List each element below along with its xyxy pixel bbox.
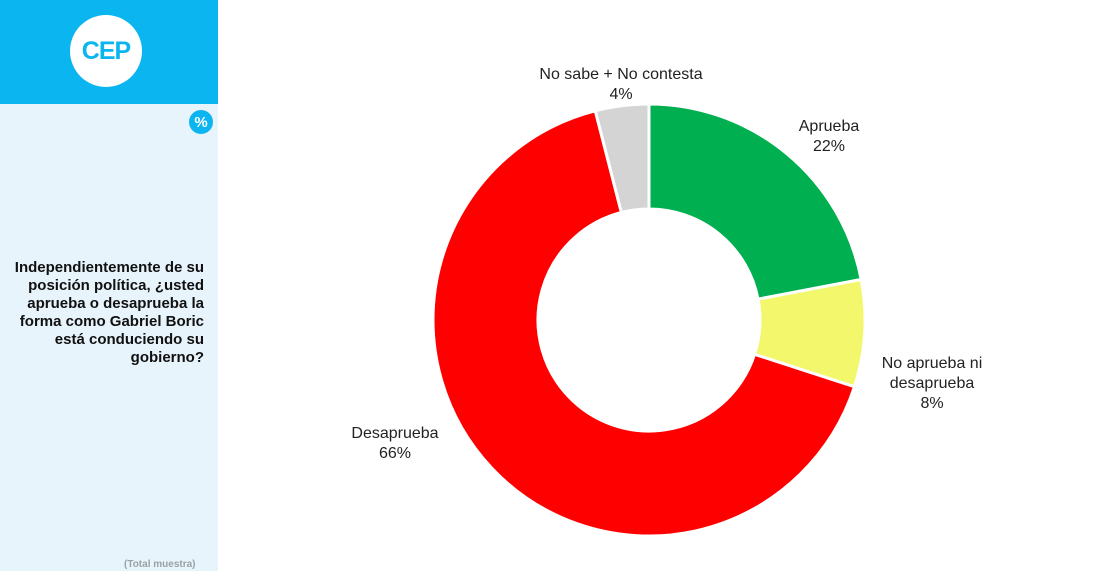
slice-value-label: 8% [920, 395, 943, 412]
slice-name-label: desaprueba [890, 375, 975, 392]
donut-chart: Aprueba 22% No aprueba ni desaprueba 8% Desap… [351, 66, 982, 538]
slice-label: No aprueba ni desaprueba 8% [882, 355, 983, 412]
question-text: Independientemente de su posición políti… [14, 259, 204, 366]
slice-label: Desaprueba 66% [351, 425, 438, 462]
slice-name-label: Desaprueba [351, 425, 438, 442]
labels-layer: Aprueba 22% No aprueba ni desaprueba 8% Desap… [351, 66, 982, 462]
slice-name-label: No aprueba ni [882, 355, 983, 372]
slice-aprueba [647, 102, 863, 301]
slice-label: No sabe + No contesta 4% [539, 66, 702, 103]
slice-no-sabe-no-contesta [593, 102, 651, 215]
sample-note: (Total muestra) [124, 559, 196, 570]
slice-name-label: Aprueba [799, 118, 860, 135]
brand-bar: CEP [0, 0, 218, 104]
cep-logo: CEP [70, 15, 142, 87]
slice-value-label: 4% [609, 86, 632, 103]
slice-value-label: 22% [813, 138, 845, 155]
slice-value-label: 66% [379, 445, 411, 462]
slice-desaprueba [431, 108, 857, 538]
percent-icon: % [189, 110, 213, 134]
sidebar: CEP % Independientemente de su posición … [0, 0, 218, 571]
slice-label: Aprueba 22% [799, 118, 860, 155]
slice-name-label: No sabe + No contesta [539, 66, 702, 83]
slices-layer [431, 102, 867, 538]
